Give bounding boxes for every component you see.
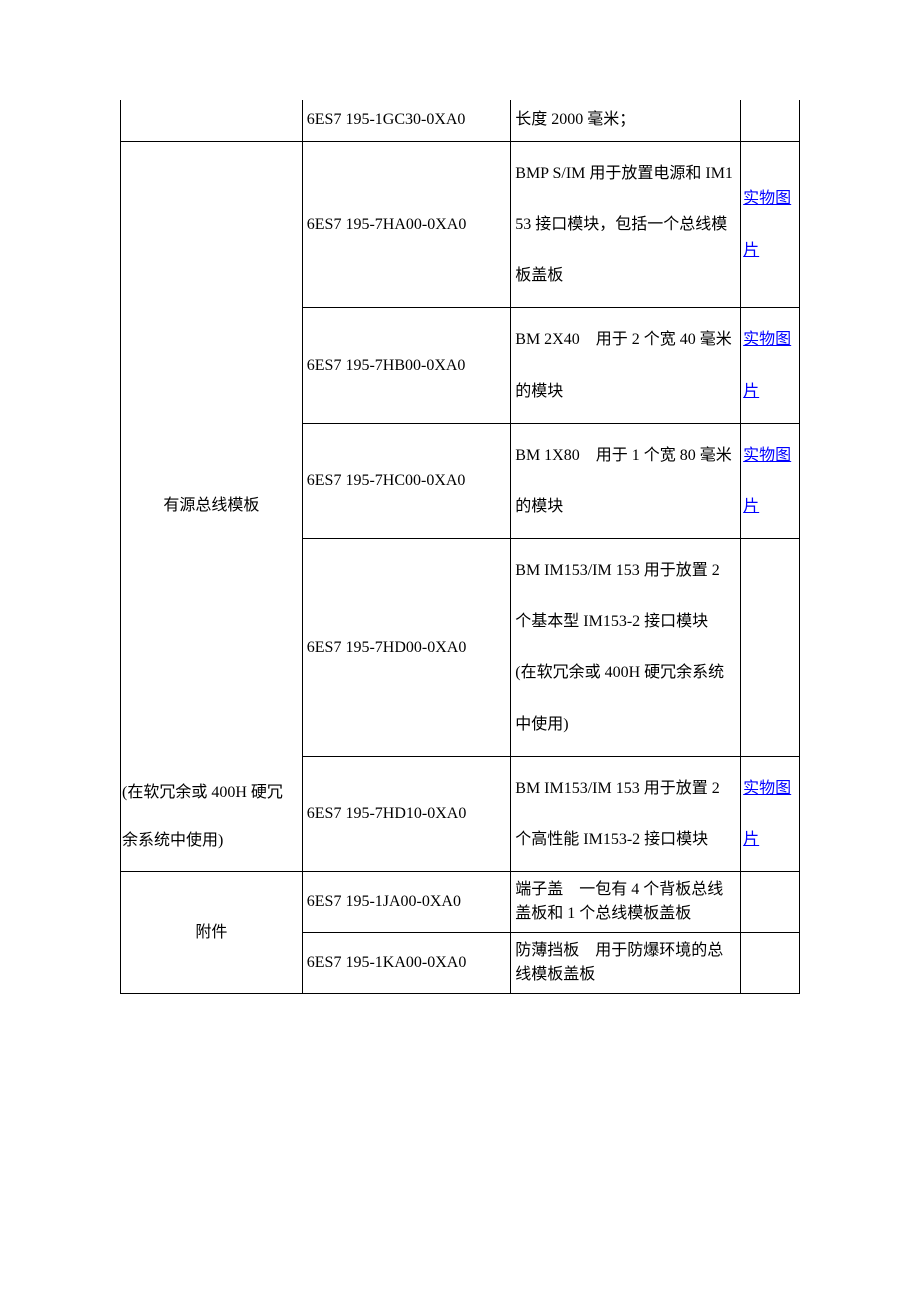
cell-link <box>741 539 800 757</box>
cell-link[interactable]: 实物图片 <box>741 308 800 423</box>
link-text[interactable]: 实物图片 <box>743 780 791 848</box>
cell-part-number: 6ES7 195-7HD00-0XA0 <box>302 539 511 757</box>
cell-link[interactable]: 实物图片 <box>741 756 800 871</box>
cell-link[interactable]: 实物图片 <box>741 423 800 538</box>
cell-description: BMP S/IM 用于放置电源和 IM153 接口模块，包括一个总线模板盖板 <box>511 141 741 308</box>
cell-part-number: 6ES7 195-1GC30-0XA0 <box>302 100 511 141</box>
cell-part-number: 6ES7 195-1KA00-0XA0 <box>302 933 511 994</box>
cell-part-number: 6ES7 195-7HB00-0XA0 <box>302 308 511 423</box>
cell-part-number: 6ES7 195-7HA00-0XA0 <box>302 141 511 308</box>
cell-link <box>741 872 800 933</box>
link-text[interactable]: 实物图片 <box>743 331 791 399</box>
cell-description: BM 2X40 用于 2 个宽 40 毫米的模块 <box>511 308 741 423</box>
page-container: 6ES7 195-1GC30-0XA0 长度 2000 毫米； 有源总线模板 6… <box>0 0 920 1160</box>
cell-part-number: 6ES7 195-7HD10-0XA0 <box>302 756 511 871</box>
link-text[interactable]: 实物图片 <box>743 190 791 258</box>
cell-link <box>741 933 800 994</box>
cell-part-number: 6ES7 195-1JA00-0XA0 <box>302 872 511 933</box>
cell-part-number: 6ES7 195-7HC00-0XA0 <box>302 423 511 538</box>
table-row: 6ES7 195-1GC30-0XA0 长度 2000 毫米； <box>121 100 800 141</box>
cell-description: 长度 2000 毫米； <box>511 100 741 141</box>
cell-description: 防薄挡板 用于防爆环境的总线模板盖板 <box>511 933 741 994</box>
table-row: 附件 6ES7 195-1JA00-0XA0 端子盖 一包有 4 个背板总线盖板… <box>121 872 800 933</box>
cell-category <box>121 100 303 141</box>
cell-link <box>741 100 800 141</box>
cell-description: 端子盖 一包有 4 个背板总线盖板和 1 个总线模板盖板 <box>511 872 741 933</box>
cell-description: BM IM153/IM 153 用于放置 2 个高性能 IM153-2 接口模块 <box>511 756 741 871</box>
footer-note: (在软冗余或 400H 硬冗余系统中使用) <box>120 759 292 865</box>
table-row: 有源总线模板 6ES7 195-7HA00-0XA0 BMP S/IM 用于放置… <box>121 141 800 308</box>
cell-description: BM 1X80 用于 1 个宽 80 毫米的模块 <box>511 423 741 538</box>
cell-category: 附件 <box>121 872 303 994</box>
cell-description: BM IM153/IM 153 用于放置 2 个基本型 IM153-2 接口模块… <box>511 539 741 757</box>
link-text[interactable]: 实物图片 <box>743 447 791 515</box>
cell-link[interactable]: 实物图片 <box>741 141 800 308</box>
